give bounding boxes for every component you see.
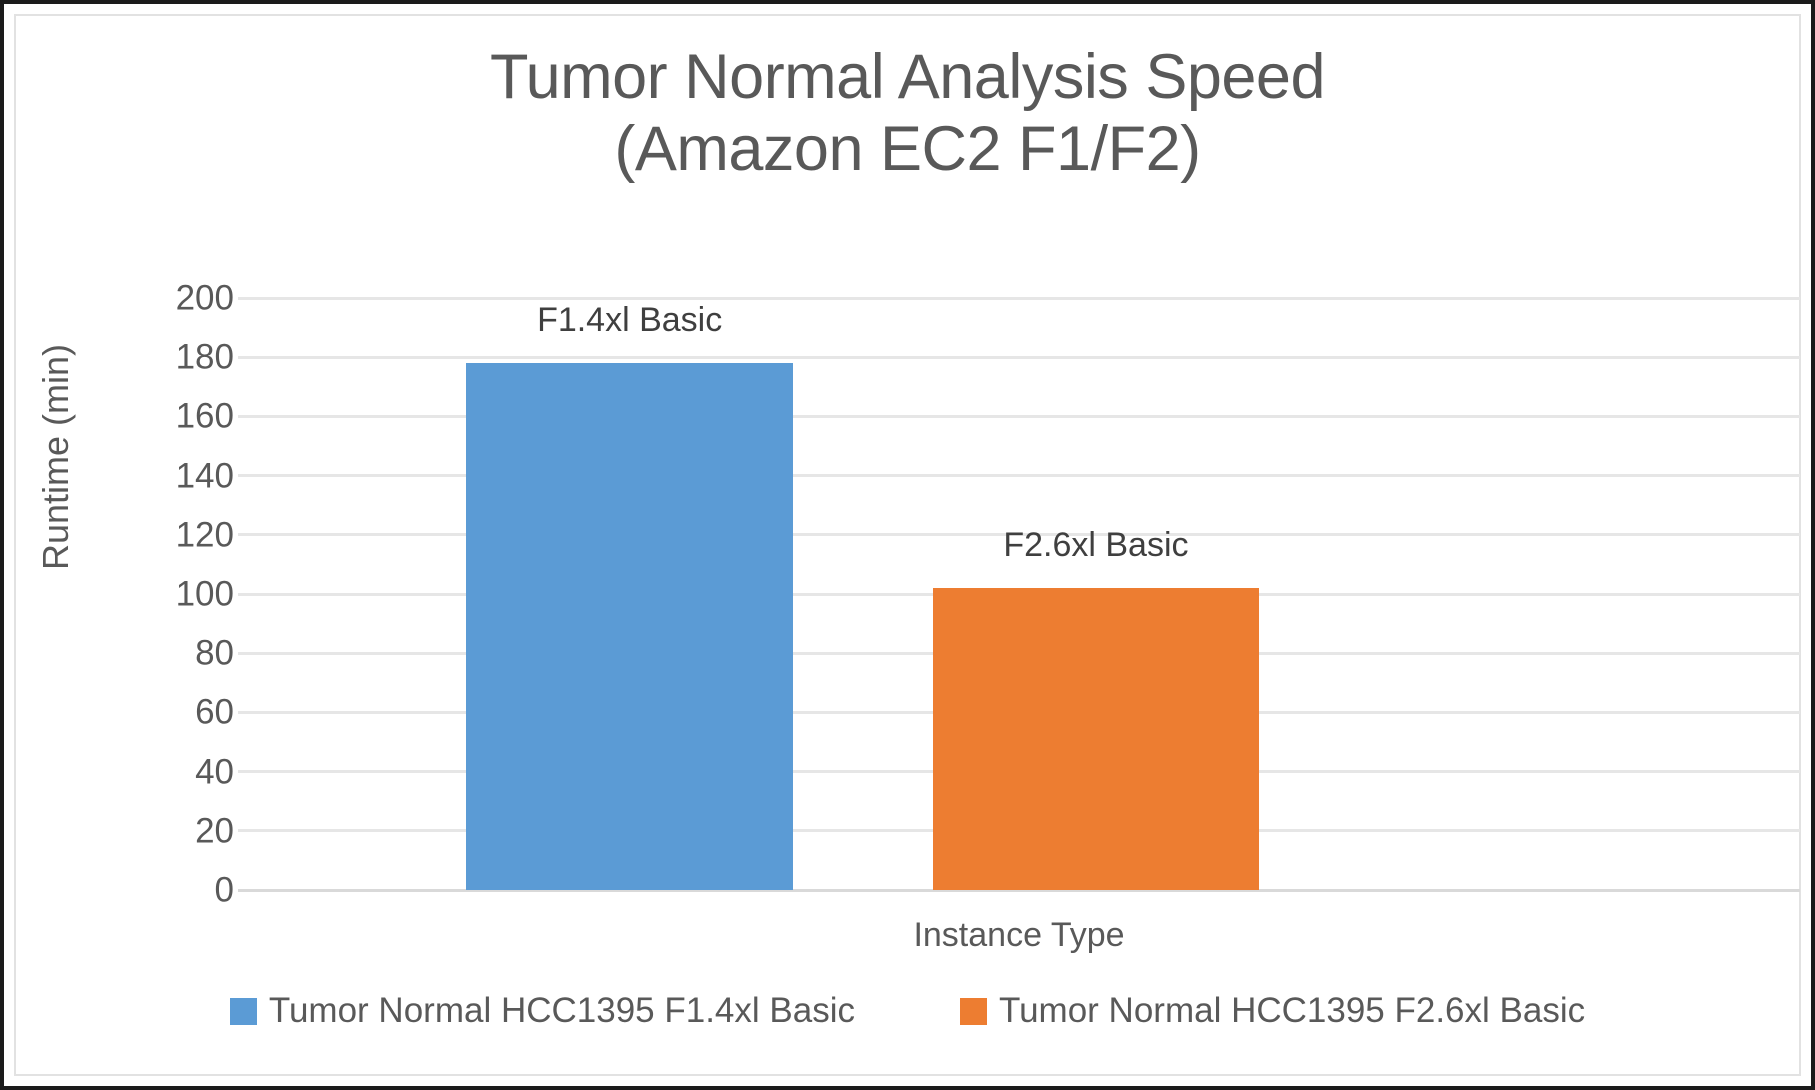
gridline bbox=[238, 355, 1800, 359]
bar-data-label: F1.4xl Basic bbox=[537, 301, 723, 340]
chart-title: Tumor Normal Analysis Speed (Amazon EC2 … bbox=[489, 42, 1326, 184]
y-axis-tick-label: 80 bbox=[195, 633, 234, 673]
y-axis-tick-label: 100 bbox=[175, 574, 234, 614]
y-axis-title: Runtime (min) bbox=[35, 343, 76, 571]
y-axis-tick-label: 160 bbox=[175, 396, 234, 436]
x-axis-title: Instance Type bbox=[913, 916, 1125, 954]
y-axis-tick-label: 40 bbox=[195, 752, 234, 792]
bar-f1-4xl-basic[interactable] bbox=[466, 363, 793, 890]
chart-inner-frame: Tumor Normal Analysis Speed (Amazon EC2 … bbox=[14, 14, 1801, 1076]
gridline bbox=[238, 296, 1800, 300]
bar-data-label: F2.6xl Basic bbox=[1003, 526, 1189, 565]
legend-item[interactable]: Tumor Normal HCC1395 F1.4xl Basic bbox=[229, 991, 855, 1031]
gridline bbox=[238, 533, 1800, 537]
legend-label: Tumor Normal HCC1395 F2.6xl Basic bbox=[999, 991, 1586, 1030]
legend-swatch-icon bbox=[229, 997, 257, 1025]
y-axis-tick-label: 140 bbox=[175, 456, 234, 496]
y-axis-tick-label: 60 bbox=[195, 692, 234, 732]
gridline bbox=[238, 888, 1800, 892]
y-axis-tick-label: 180 bbox=[175, 337, 234, 377]
legend-item[interactable]: Tumor Normal HCC1395 F2.6xl Basic bbox=[960, 991, 1585, 1031]
y-axis-tick-label: 120 bbox=[175, 515, 234, 555]
y-axis-tick-label: 0 bbox=[214, 870, 234, 910]
legend-label: Tumor Normal HCC1395 F1.4xl Basic bbox=[268, 991, 855, 1030]
y-axis-tick-labels: 200 180 160 140 120 100 80 60 40 20 0 bbox=[134, 281, 234, 908]
gridline bbox=[238, 474, 1800, 478]
bar-f2-6xl-basic[interactable] bbox=[932, 588, 1260, 890]
chart-legend: Tumor Normal HCC1395 F1.4xl Basic Tumor N… bbox=[16, 991, 1799, 1031]
plot-area: F1.4xl Basic F2.6xl Basic bbox=[238, 296, 1800, 892]
y-axis-tick-label: 200 bbox=[175, 278, 234, 318]
y-axis-tick-label: 20 bbox=[195, 811, 234, 851]
legend-swatch-icon bbox=[960, 997, 987, 1025]
gridline bbox=[238, 414, 1800, 418]
